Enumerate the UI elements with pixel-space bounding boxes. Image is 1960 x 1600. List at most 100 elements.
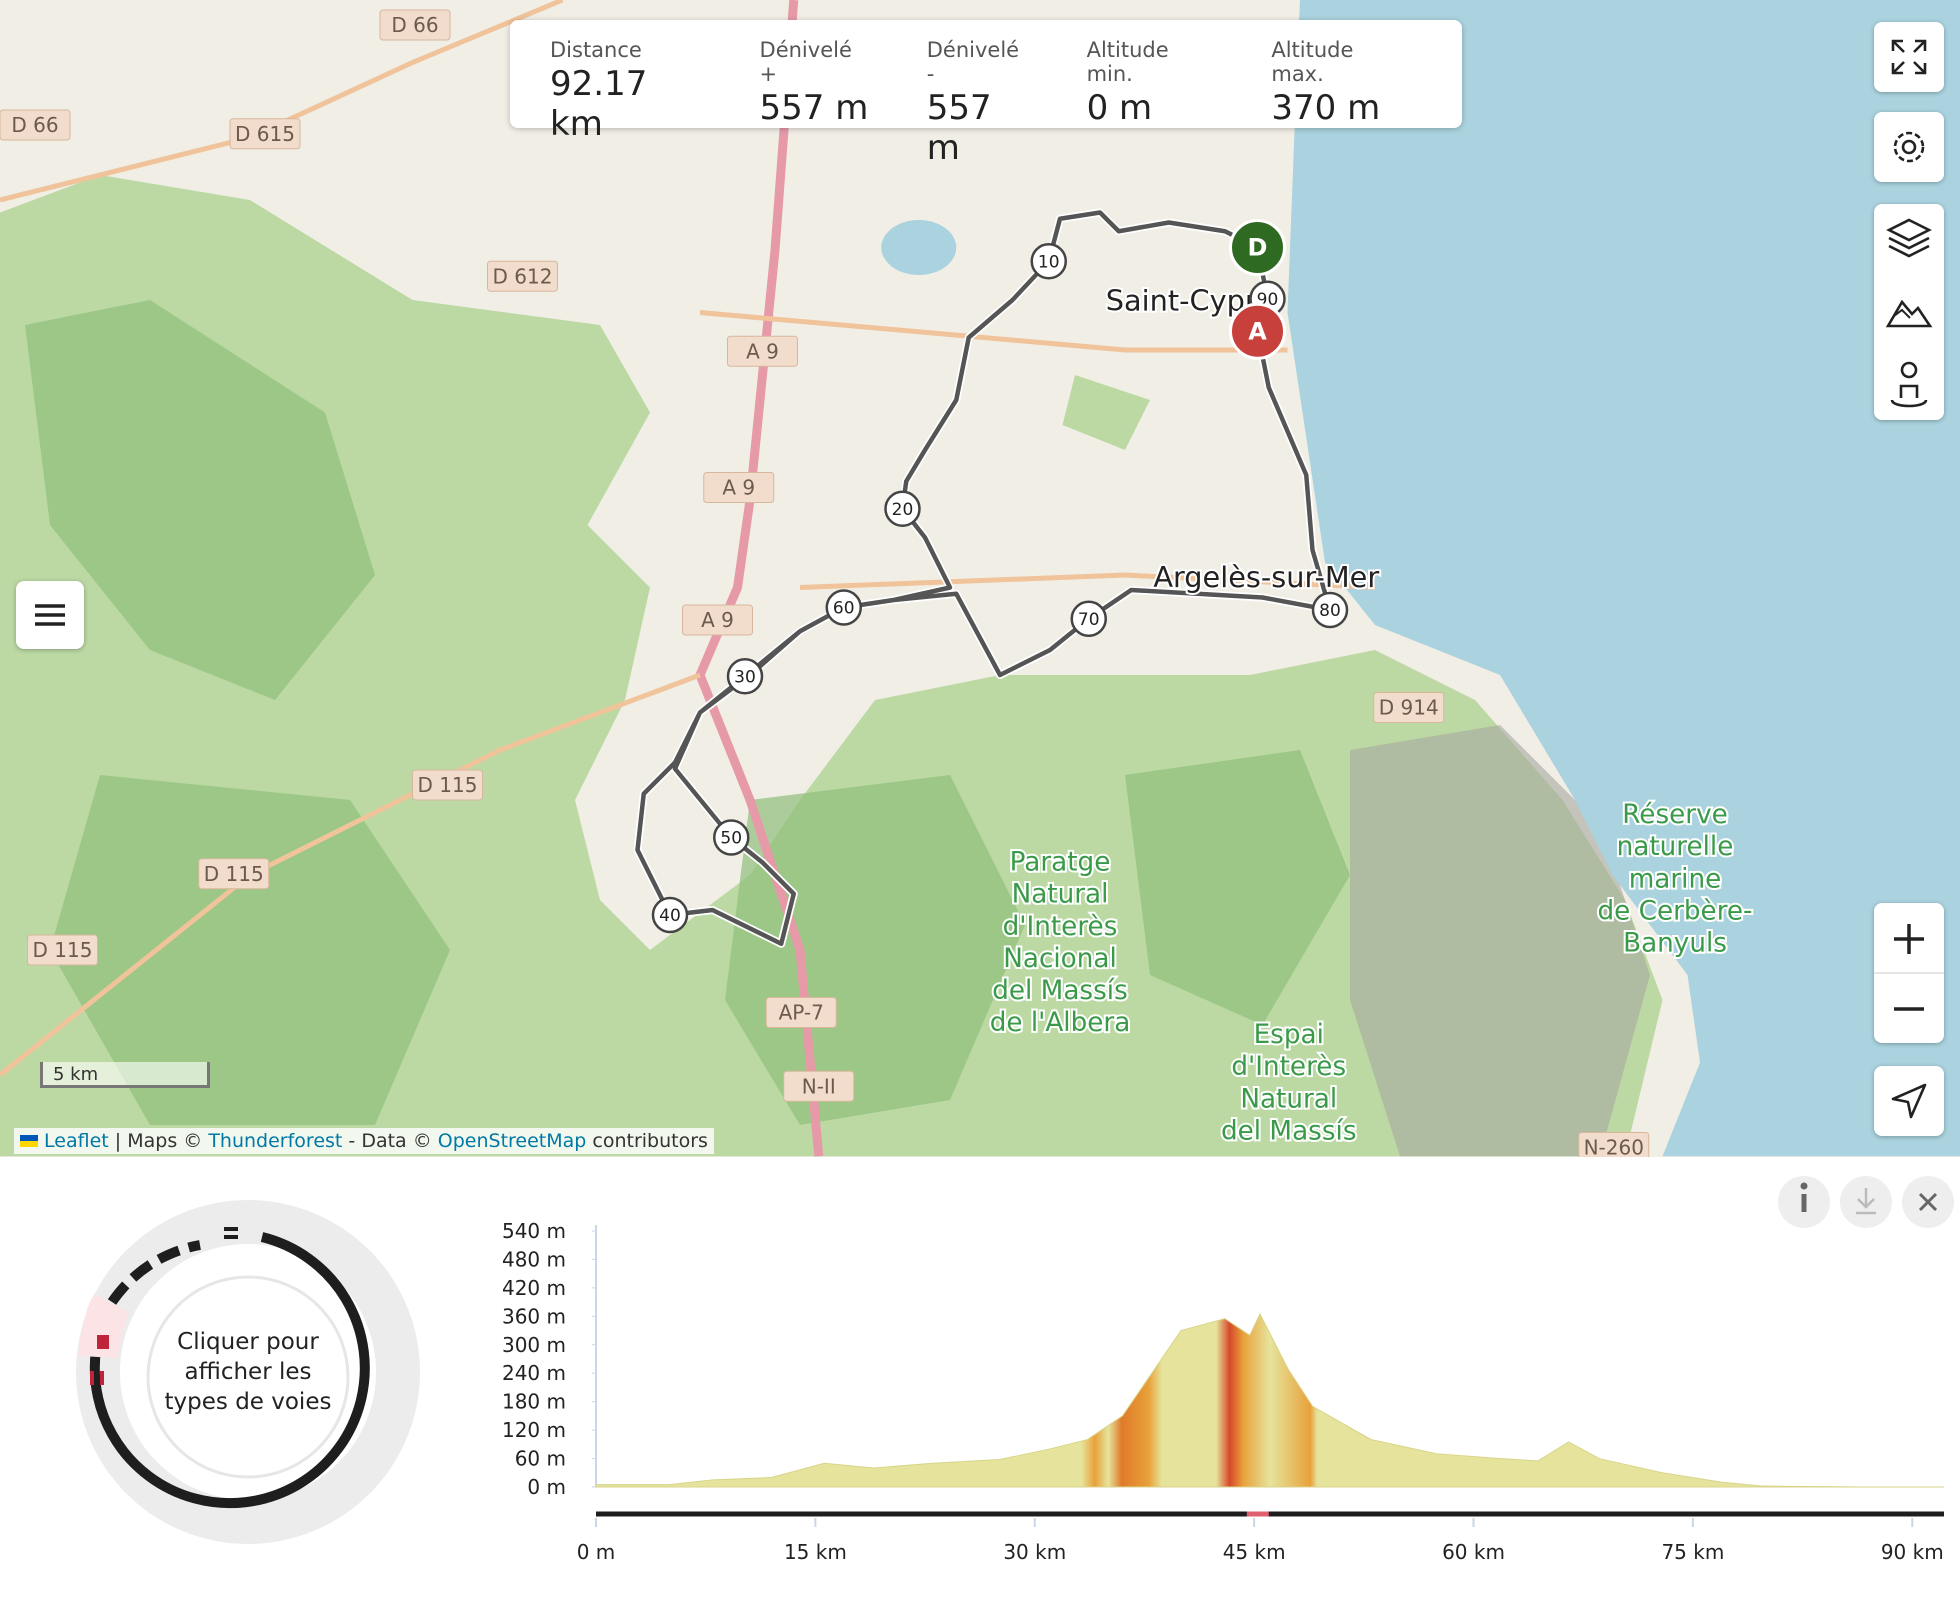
- km-label: 20: [892, 500, 914, 520]
- text: | Maps ©: [114, 1130, 203, 1152]
- km-marker: [825, 589, 862, 626]
- bottom-panel: 0 m 60 m 120 m 180 m 240 m 300 m 360 m 420 m 480…: [0, 1157, 1960, 1600]
- km-marker: [726, 658, 764, 695]
- panel-buttons[interactable]: [1778, 1176, 1954, 1228]
- donut-text: afficher les: [185, 1359, 312, 1385]
- stat-label: Dénivelé -: [926, 38, 1020, 86]
- road-shield: [703, 472, 775, 503]
- place-label: Saint-Cypr: [1106, 284, 1257, 318]
- y-tick-label: 360 m: [502, 1304, 566, 1328]
- y-tick-label: 180 m: [502, 1390, 566, 1414]
- link[interactable]: Thunderforest: [208, 1130, 343, 1152]
- text: - Data ©: [348, 1130, 432, 1152]
- road-shield: [198, 858, 270, 890]
- km-marker: [713, 819, 750, 856]
- place-label: Paratge: [1010, 848, 1111, 878]
- map[interactable]: D 66 D 66 D 615 D 612 A 9 A 9 A 9 D 115 D 115 D 1…: [0, 0, 1960, 1157]
- stat-label: Altitude min.: [1086, 38, 1169, 86]
- road-shield: [487, 260, 558, 292]
- km-label: 50: [720, 829, 742, 849]
- end-marker: [1229, 302, 1286, 360]
- zoom-buttons[interactable]: [1874, 903, 1944, 1043]
- place-label: Argelès-sur-Mer: [1153, 560, 1379, 594]
- road-label: D 66: [391, 13, 438, 37]
- settings-button[interactable]: [1874, 112, 1944, 182]
- menu-button[interactable]: [16, 581, 84, 649]
- place-label: d'Interès: [1231, 1052, 1346, 1082]
- place-label: Natural: [1240, 1084, 1337, 1114]
- terrain: [725, 775, 1025, 1125]
- road-label: A 9: [746, 339, 779, 363]
- lake: [881, 220, 957, 275]
- place-label: Réserve: [1622, 800, 1728, 830]
- road-label: A 9: [722, 476, 755, 500]
- road-shield: [0, 109, 71, 141]
- place-label: Nacional: [1003, 944, 1117, 974]
- road-shield: [727, 335, 798, 367]
- stat: Dénivelé +557 m: [760, 20, 871, 128]
- road-shield: [682, 604, 753, 636]
- sea: [1287, 0, 1960, 1157]
- x-tick-label: 15 km: [784, 1540, 847, 1564]
- flag: [20, 1135, 38, 1147]
- place-label: naturelle: [1617, 832, 1734, 862]
- y-tick-label: 120 m: [502, 1418, 566, 1442]
- road-shield: [1578, 1132, 1650, 1157]
- x-tick-label: 75 km: [1661, 1540, 1724, 1564]
- zoom-control: [1874, 903, 1944, 1043]
- mountains: [1350, 725, 1650, 1157]
- road-shield: [379, 9, 451, 41]
- road-shield: [229, 118, 301, 150]
- km-marker: [1311, 591, 1349, 629]
- donut-text: types de voies: [165, 1389, 332, 1415]
- icon: [1891, 39, 1927, 75]
- scale-bar: 5 km: [40, 1062, 210, 1088]
- road-shield: [783, 1070, 855, 1102]
- road-label: D 115: [33, 938, 93, 962]
- link[interactable]: OpenStreetMap: [437, 1130, 587, 1152]
- fullscreen-button[interactable]: [1874, 22, 1944, 92]
- road-shield: [27, 934, 98, 966]
- text: contributors: [592, 1130, 708, 1152]
- road: [0, 672, 701, 1077]
- place-label: d'Interès: [1003, 912, 1118, 942]
- km-label: 80: [1319, 601, 1341, 621]
- x-tick-label: 30 km: [1003, 1540, 1066, 1564]
- terrain: [50, 775, 450, 1125]
- stat-value: 370 m: [1271, 88, 1381, 128]
- y-tick-label: 240 m: [502, 1361, 566, 1385]
- stat-value: 0 m: [1086, 88, 1153, 128]
- stat-value: 92.17 km: [550, 64, 648, 144]
- icon[interactable]: [1874, 204, 1944, 420]
- road-label: N-II: [802, 1074, 836, 1098]
- km-label: 60: [833, 599, 855, 619]
- km-marker: [1030, 243, 1067, 280]
- map-tools: [1874, 204, 1944, 420]
- stat-label: Dénivelé +: [759, 38, 852, 86]
- elevation-area: [595, 1312, 1944, 1488]
- icon: [1891, 1083, 1927, 1119]
- place-label: del Massís: [992, 976, 1128, 1006]
- km-marker: [884, 490, 921, 527]
- place-label: Banyuls: [1623, 929, 1727, 959]
- place-label: de Cerbère-: [1597, 896, 1752, 926]
- y-tick-label: 420 m: [502, 1276, 566, 1300]
- start-marker: [1229, 219, 1286, 276]
- road: [0, 0, 564, 203]
- road: [799, 572, 1376, 590]
- stat: Distance 92.17 km: [550, 20, 704, 144]
- road-label: D 115: [418, 773, 478, 797]
- link[interactable]: Leaflet: [44, 1130, 109, 1152]
- road-shield: [412, 769, 483, 801]
- road-label: D 612: [493, 264, 553, 288]
- place-label: Natural: [1012, 880, 1109, 910]
- km-label: 40: [659, 906, 681, 926]
- road-label: AP-7: [779, 1001, 824, 1025]
- y-tick-label: 480 m: [502, 1247, 566, 1271]
- x-tick-label: 0 m: [577, 1540, 616, 1564]
- elevation-chart[interactable]: 0 m 60 m 120 m 180 m 240 m 300 m 360 m 420 m 480…: [502, 1219, 1944, 1564]
- locate-button[interactable]: [1874, 1066, 1944, 1136]
- place-label: del Massís: [1221, 1116, 1357, 1146]
- road-type-donut[interactable]: [76, 1200, 420, 1544]
- terrain: [25, 300, 375, 700]
